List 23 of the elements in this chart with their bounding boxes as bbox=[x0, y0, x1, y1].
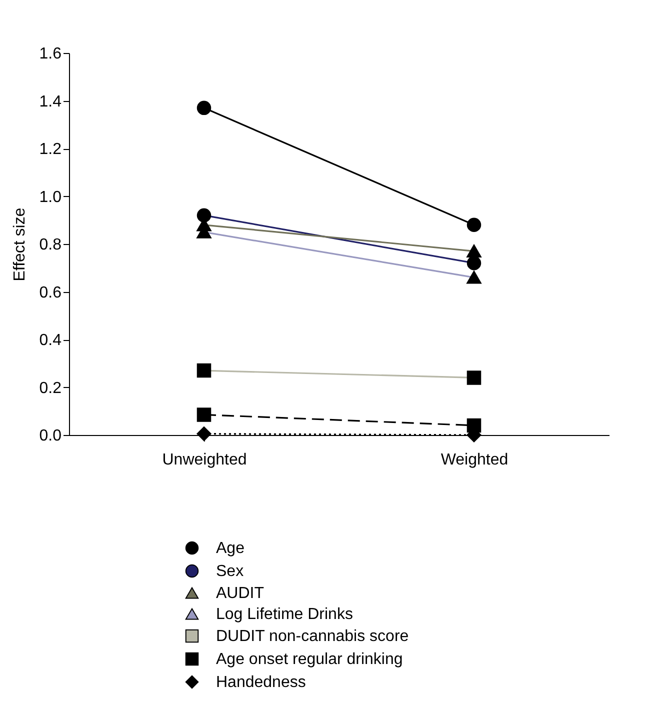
legend-label: Age bbox=[216, 540, 245, 557]
x-tick-label: Weighted bbox=[440, 452, 508, 468]
y-tick-label: 0.6 bbox=[39, 284, 62, 302]
y-tick-label: 1.2 bbox=[39, 141, 62, 158]
legend-label: Handedness bbox=[216, 674, 306, 691]
y-tick-label: 1.0 bbox=[39, 188, 62, 206]
legend-label: Log Lifetime Drinks bbox=[216, 606, 353, 623]
legend-label: DUDIT non-cannabis score bbox=[216, 628, 409, 645]
y-tick-label: 0.8 bbox=[39, 236, 62, 254]
y-tick-label: 0.4 bbox=[39, 332, 62, 349]
legend-label: Sex bbox=[216, 563, 244, 580]
y-tick-label: 1.6 bbox=[39, 46, 62, 62]
x-tick-label: Unweighted bbox=[162, 452, 247, 468]
point bbox=[196, 100, 212, 116]
legend-label: Age onset regular drinking bbox=[216, 651, 403, 668]
point bbox=[196, 426, 212, 441]
y-tick-label: 1.4 bbox=[39, 93, 62, 110]
y-tick-label: 0.2 bbox=[39, 380, 62, 397]
point bbox=[196, 408, 212, 422]
legend-label: AUDIT bbox=[216, 585, 264, 602]
point bbox=[466, 218, 482, 232]
y-tick-label: 0.0 bbox=[39, 428, 62, 444]
y-axis-title: Effect size bbox=[11, 208, 28, 282]
